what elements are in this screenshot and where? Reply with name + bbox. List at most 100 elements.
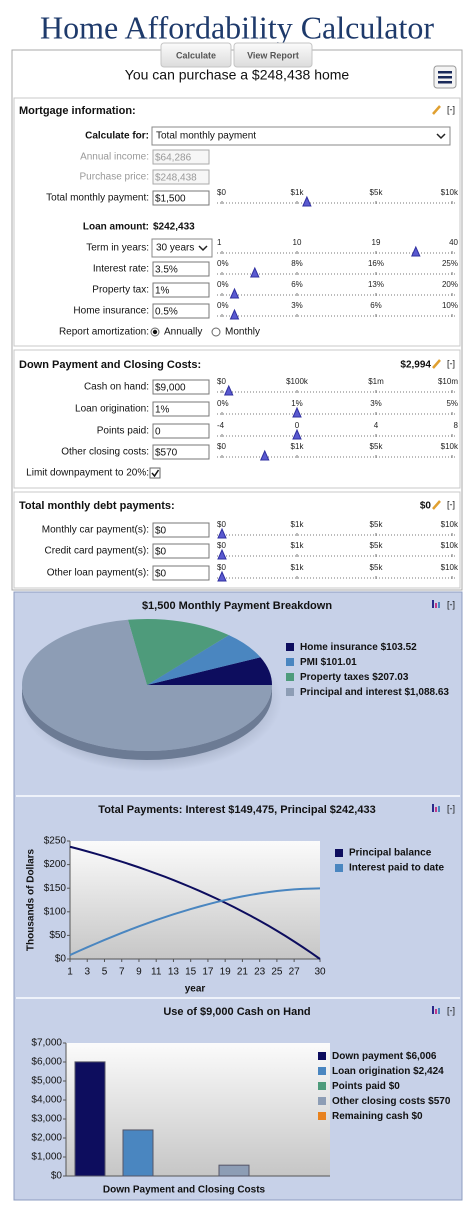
input-value[interactable]: $0 <box>155 547 167 558</box>
pie-slice <box>147 635 261 685</box>
section-title: Mortgage information: <box>19 105 136 117</box>
input-box[interactable] <box>152 303 210 319</box>
slider-tick-label: $0 <box>217 442 226 451</box>
y-tick-label: $150 <box>44 883 67 894</box>
result-text: You can purchase a $248,438 home <box>125 67 350 83</box>
slider-thumb[interactable] <box>223 384 234 396</box>
select-value[interactable]: 30 years <box>156 243 194 254</box>
select-box[interactable] <box>151 126 451 146</box>
slider-thumb[interactable] <box>292 428 302 440</box>
edit-icon[interactable] <box>432 500 441 510</box>
input-value: $248,438 <box>155 173 197 184</box>
slider-thumb[interactable] <box>217 527 227 539</box>
input-value[interactable]: $1,500 <box>155 194 186 205</box>
select-arrow <box>436 133 446 140</box>
input-value[interactable]: $570 <box>155 448 178 459</box>
collapse-toggle[interactable]: [-] <box>447 1005 455 1015</box>
input-box[interactable] <box>152 522 210 538</box>
legend-name: Other closing costs <box>332 1096 426 1107</box>
legend-swatch <box>318 1067 326 1075</box>
input-value[interactable]: $0 <box>155 569 167 580</box>
slider-tick-label: 1% <box>291 399 303 408</box>
slider-tick-label: 0% <box>217 399 229 408</box>
legend-label: Principal and interest $1,088.63 <box>300 687 449 698</box>
slider-thumb[interactable] <box>229 287 240 299</box>
slider-tick-label: $0 <box>217 563 226 572</box>
select-arrow <box>198 245 208 252</box>
input-value[interactable]: 3.5% <box>155 265 178 276</box>
input-box[interactable] <box>152 261 210 277</box>
input-box <box>152 149 210 165</box>
x-tick-label: 5 <box>102 967 108 978</box>
legend-value: $6,006 <box>406 1051 437 1062</box>
slider-tick-label: $5k <box>370 541 384 550</box>
legend-label: Principal balance <box>349 848 432 859</box>
radio-button[interactable] <box>211 327 221 337</box>
collapse-toggle[interactable]: [-] <box>447 499 455 509</box>
input-value[interactable]: 1% <box>155 405 170 416</box>
menu-button[interactable] <box>433 65 457 89</box>
input-box[interactable] <box>152 423 210 439</box>
slider-thumb[interactable] <box>217 548 227 560</box>
view-report-button-label[interactable]: View Report <box>247 50 299 60</box>
calculate-button-label[interactable]: Calculate <box>176 50 216 60</box>
input-value[interactable]: 0.5% <box>155 307 178 318</box>
radio-label[interactable]: Annually <box>164 327 202 338</box>
slider-thumb[interactable] <box>217 570 227 582</box>
chart-icon <box>432 804 434 812</box>
legend-name: Principal and interest <box>300 687 402 698</box>
collapse-toggle[interactable]: [-] <box>447 358 455 368</box>
input-box[interactable] <box>152 190 210 206</box>
collapse-toggle[interactable]: [-] <box>447 803 455 813</box>
legend-name: Property taxes <box>300 672 370 683</box>
collapse-toggle[interactable]: [-] <box>447 599 455 609</box>
input-box[interactable] <box>152 543 210 559</box>
input-value[interactable]: $0 <box>155 526 167 537</box>
select-box[interactable] <box>151 238 213 258</box>
input-box[interactable] <box>152 379 210 395</box>
collapse-toggle[interactable]: [-] <box>447 104 455 114</box>
field-label: Purchase price: <box>80 172 149 183</box>
slider-thumb[interactable] <box>229 308 240 320</box>
legend-label: PMI $101.01 <box>300 657 357 668</box>
legend-value: $1,088.63 <box>404 687 449 698</box>
slider-thumb[interactable] <box>411 245 421 257</box>
x-tick-label: 3 <box>84 967 90 978</box>
input-value[interactable]: 0 <box>155 427 161 438</box>
legend-swatch <box>318 1112 326 1120</box>
view-report-button[interactable] <box>233 42 313 68</box>
input-box[interactable] <box>152 565 210 581</box>
legend-value: $570 <box>428 1096 451 1107</box>
slider-thumb[interactable] <box>250 266 260 278</box>
slider-tick-label: 3% <box>370 399 382 408</box>
edit-icon[interactable] <box>432 359 441 369</box>
input-box[interactable] <box>152 282 210 298</box>
slider-tick-label: 25% <box>442 259 458 268</box>
input-value[interactable]: $9,000 <box>155 383 186 394</box>
y-tick-label: $6,000 <box>31 1057 62 1068</box>
slider-thumb[interactable] <box>302 195 312 207</box>
select-value[interactable]: Total monthly payment <box>156 131 256 142</box>
slider-tick-label: $1k <box>291 188 305 197</box>
field-label: Loan origination: <box>75 404 149 415</box>
edit-icon[interactable] <box>432 105 441 115</box>
input-value[interactable]: 1% <box>155 286 170 297</box>
slider-thumb[interactable] <box>259 449 270 461</box>
y-tick-label: $3,000 <box>31 1114 62 1125</box>
radio-label[interactable]: Monthly <box>225 327 260 338</box>
calculate-button[interactable] <box>160 42 232 68</box>
slider-tick-label: $10m <box>438 377 458 386</box>
y-tick-label: $250 <box>44 836 67 847</box>
checkbox[interactable] <box>149 467 161 479</box>
legend-swatch <box>318 1097 326 1105</box>
slider-thumb[interactable] <box>292 406 302 418</box>
x-tick-label: 25 <box>271 967 283 978</box>
input-box[interactable] <box>152 401 210 417</box>
slider-tick-label: 20% <box>442 280 458 289</box>
slider-tick-label: 0% <box>217 301 229 310</box>
slider-tick-label: $1k <box>291 442 305 451</box>
input-value: $64,286 <box>155 153 192 164</box>
input-box[interactable] <box>152 444 210 460</box>
slider-tick-label: 3% <box>291 301 303 310</box>
